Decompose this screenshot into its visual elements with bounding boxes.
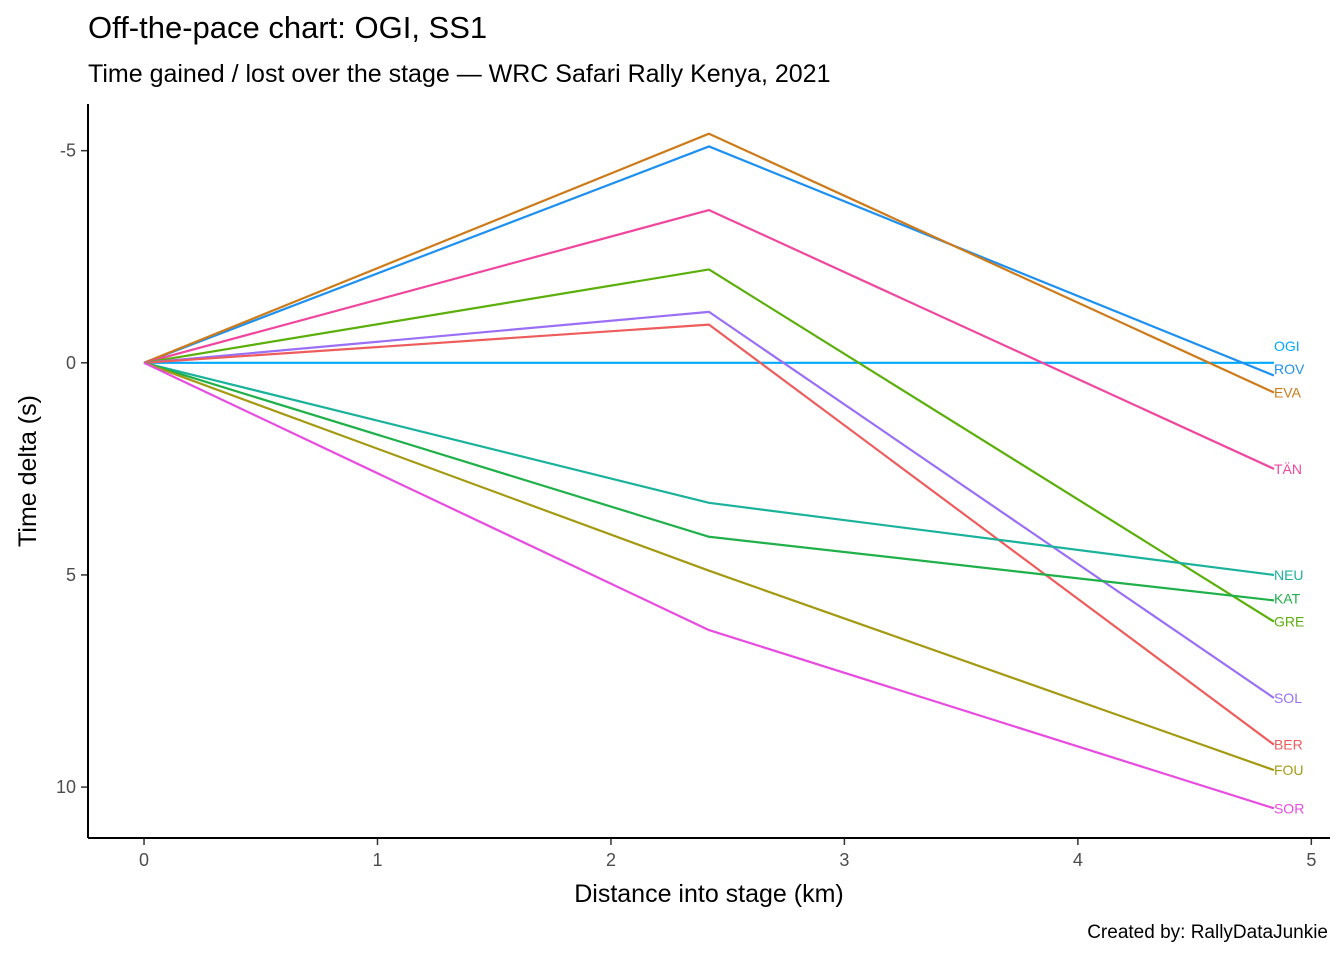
series-line-sor bbox=[143, 361, 1275, 810]
series-label-ogi: OGI bbox=[1274, 338, 1300, 354]
x-tick-label: 0 bbox=[139, 850, 149, 870]
series-line-ber bbox=[143, 323, 1275, 746]
y-axis-ticks: -5 0 5 10 bbox=[56, 141, 88, 797]
y-axis-title: Time delta (s) bbox=[14, 395, 42, 547]
series-line-sol bbox=[143, 310, 1275, 699]
series-end-labels: OGI ROV EVA TÄN GRE SOL BER NEU KAT FOU SOR bbox=[1274, 338, 1305, 816]
chart-caption: Created by: RallyDataJunkie bbox=[1087, 922, 1328, 943]
x-axis-title: Distance into stage (km) bbox=[574, 880, 844, 908]
series-label-rov: ROV bbox=[1274, 361, 1305, 377]
series-line-rov bbox=[143, 145, 1275, 377]
series-label-eva: EVA bbox=[1274, 385, 1302, 401]
series-line-gre bbox=[143, 268, 1275, 623]
series-label-sol: SOL bbox=[1274, 690, 1302, 706]
chart-title: Off-the-pace chart: OGI, SS1 bbox=[88, 10, 488, 45]
series-line-eva bbox=[143, 132, 1275, 394]
y-tick-label: 10 bbox=[56, 777, 76, 797]
y-tick-label: 5 bbox=[66, 565, 76, 585]
y-tick-label: 0 bbox=[66, 353, 76, 373]
series-label-sor: SOR bbox=[1274, 800, 1304, 816]
x-tick-label: 3 bbox=[839, 850, 849, 870]
x-tick-label: 4 bbox=[1073, 850, 1083, 870]
series-line-neu bbox=[143, 361, 1275, 577]
x-tick-label: 2 bbox=[606, 850, 616, 870]
series-label-fou: FOU bbox=[1274, 762, 1304, 778]
series-line-kat bbox=[143, 361, 1275, 602]
x-tick-label: 5 bbox=[1306, 850, 1316, 870]
series-label-ber: BER bbox=[1274, 737, 1303, 753]
x-tick-label: 1 bbox=[372, 850, 382, 870]
x-axis-ticks: 0 1 2 3 4 5 bbox=[139, 838, 1316, 870]
series-line-fou bbox=[143, 361, 1275, 772]
chart-subtitle: Time gained / lost over the stage — WRC … bbox=[88, 60, 831, 88]
series-label-neu: NEU bbox=[1274, 567, 1304, 583]
series-label-gre: GRE bbox=[1274, 614, 1304, 630]
series-lines bbox=[143, 132, 1275, 810]
y-tick-label: -5 bbox=[60, 141, 76, 161]
series-line-tän bbox=[143, 208, 1275, 470]
series-label-tän: TÄN bbox=[1274, 461, 1302, 477]
series-label-kat: KAT bbox=[1274, 590, 1301, 606]
